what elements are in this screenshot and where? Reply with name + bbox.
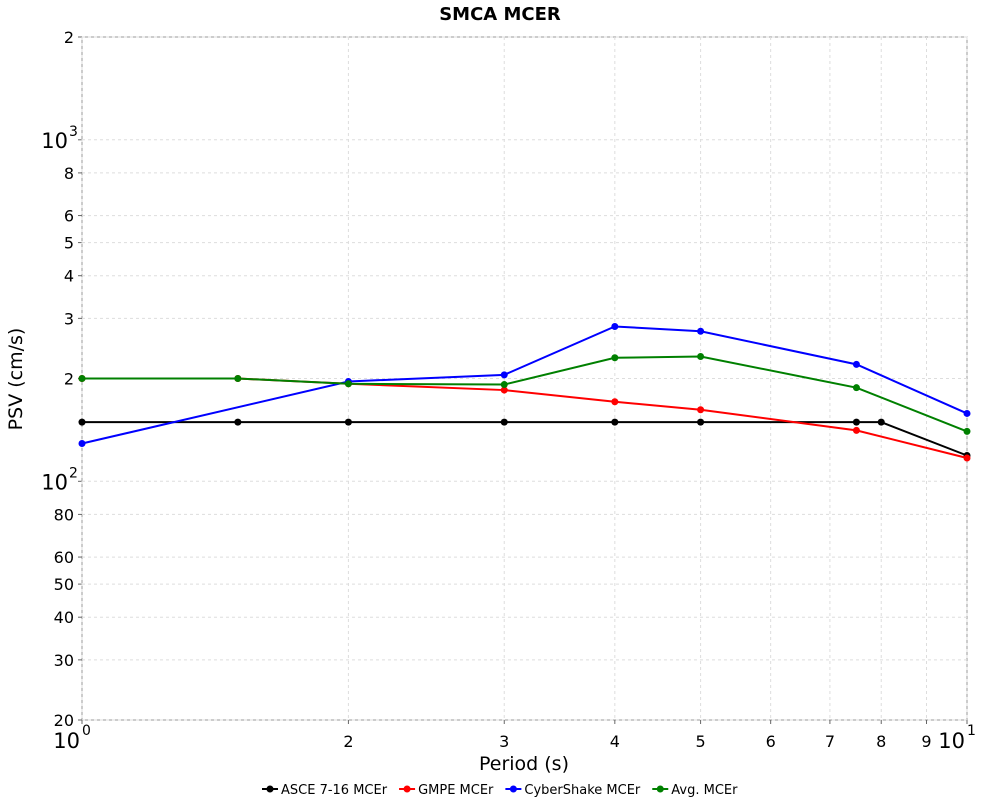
x-tick-label: 7 [825, 732, 835, 751]
x-tick-label: 10 [53, 729, 80, 753]
data-point [697, 406, 705, 414]
data-point [611, 354, 619, 362]
y-tick-exponent: 2 [69, 465, 78, 481]
y-axis-label: PSV (cm/s) [5, 328, 27, 431]
data-point [963, 427, 971, 435]
legend-label: Avg. MCEr [671, 783, 738, 798]
y-tick-label: 2 [64, 370, 74, 389]
y-tick-label: 5 [64, 234, 74, 253]
legend-marker [509, 785, 517, 793]
y-tick-label: 2 [64, 28, 74, 47]
y-tick-label: 10 [41, 129, 68, 153]
y-tick-label: 10 [41, 470, 68, 494]
legend-label: GMPE MCEr [418, 783, 494, 798]
data-point [963, 454, 971, 462]
x-tick-label: 4 [610, 732, 620, 751]
data-point [500, 418, 508, 426]
data-point [78, 375, 86, 382]
data-point [697, 327, 705, 335]
x-tick-label: 9 [921, 732, 931, 751]
x-tick-label: 3 [499, 732, 509, 751]
legend-label: ASCE 7-16 MCEr [281, 783, 388, 798]
legend-marker [266, 785, 274, 793]
y-tick-label: 20 [54, 711, 74, 730]
data-point [852, 426, 860, 434]
data-point [234, 418, 242, 426]
y-tick-label: 8 [64, 164, 74, 183]
legend-marker [403, 785, 411, 793]
y-tick-label: 50 [54, 575, 74, 594]
x-tick-exponent: 1 [967, 723, 976, 739]
x-axis-label: Period (s) [479, 753, 569, 775]
series-line [82, 355, 968, 433]
y-tick-label: 3 [64, 309, 74, 328]
legend-label: CyberShake MCEr [524, 783, 641, 798]
data-point [500, 371, 508, 379]
y-tick-label: 4 [64, 267, 74, 286]
y-tick-exponent: 3 [69, 124, 78, 140]
data-point [611, 398, 619, 406]
data-point [611, 322, 619, 330]
y-tick-label: 6 [64, 207, 74, 226]
data-point [697, 418, 705, 426]
chart-title: SMCA MCER [439, 4, 561, 25]
data-point [877, 418, 885, 426]
data-point [344, 418, 352, 426]
data-point [963, 409, 971, 417]
x-tick-label: 2 [343, 732, 353, 751]
data-point [234, 375, 242, 382]
data-point [78, 418, 86, 426]
y-tick-label: 40 [54, 608, 74, 627]
data-point [78, 440, 86, 448]
x-tick-label: 8 [876, 732, 886, 751]
data-point [852, 418, 860, 426]
y-tick-label: 80 [54, 505, 74, 524]
legend-marker [656, 785, 664, 793]
x-tick-label: 6 [766, 732, 776, 751]
x-tick-label: 5 [695, 732, 705, 751]
y-tick-label: 30 [54, 651, 74, 670]
data-point [344, 380, 352, 388]
x-tick-label: 10 [938, 729, 965, 753]
data-point [500, 386, 508, 394]
y-tick-label: 60 [54, 548, 74, 567]
data-point [697, 352, 705, 360]
x-tick-exponent: 0 [82, 723, 91, 739]
data-point [611, 418, 619, 426]
data-point [500, 381, 508, 389]
data-point [852, 384, 860, 392]
data-point [852, 360, 860, 368]
